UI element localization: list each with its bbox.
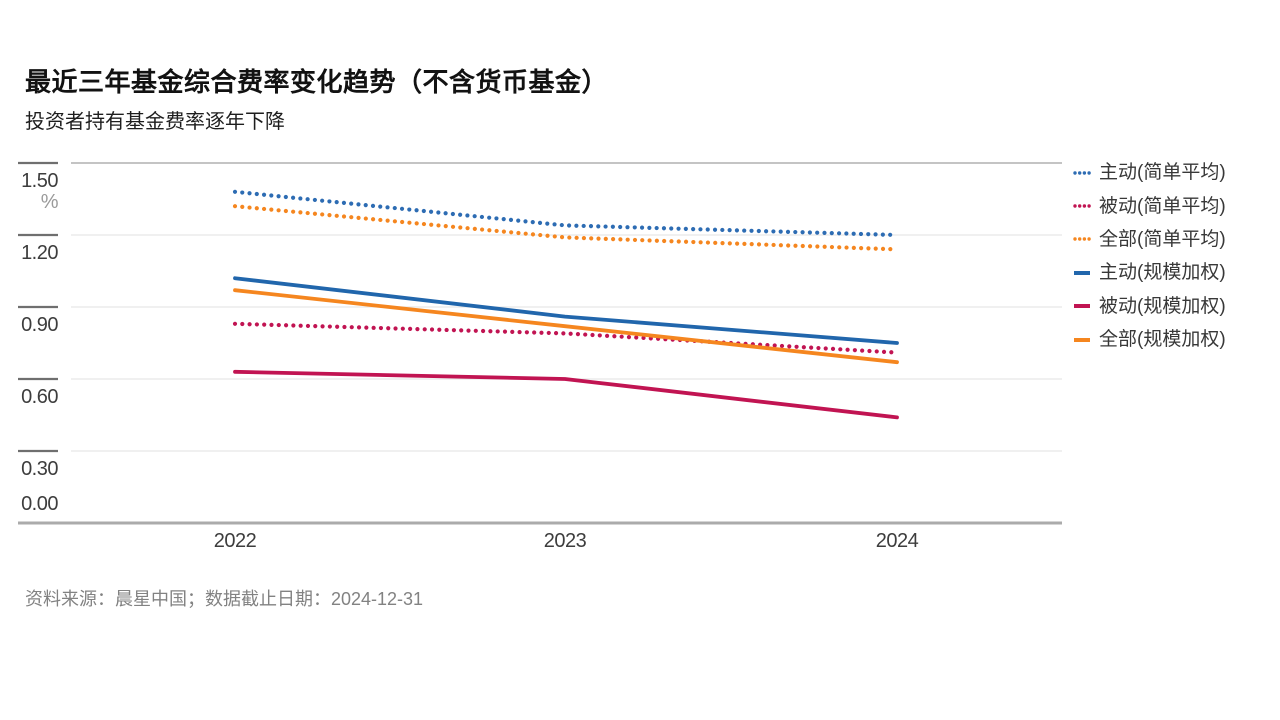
legend-item-all-weighted: 全部(规模加权) [1073,323,1226,356]
chart-title: 最近三年基金综合费率变化趋势（不含货币基金） [25,68,609,97]
legend-label-all-weighted: 全部(规模加权) [1099,329,1226,351]
y-axis-label-1.50: 1.50 [21,170,58,192]
legend-label-active-simple: 主动(简单平均) [1099,162,1226,184]
legend-swatch-all-simple-dotted-line-icon [1073,237,1091,242]
series-active-weighted-line [233,276,899,345]
chart-legend: 主动(简单平均) 被动(简单平均) 全部(简单平均) 主动(规模加权) 被动(规模加权)… [1073,156,1226,356]
source-note: 资料来源：晨星中国；数据截止日期：2024-12-31 [25,589,424,609]
y-axis-label-0.90: 0.90 [21,314,58,336]
y-axis-label-0.00: 0.00 [21,493,58,515]
y-axis-unit-label: % [40,191,59,213]
series-all-weighted-line [233,288,899,365]
legend-swatch-active-simple-dotted-line-icon [1073,170,1091,175]
chart-subtitle: 投资者持有基金费率逐年下降 [25,111,285,133]
legend-swatch-active-weighted-solid-line-icon [1074,270,1090,275]
legend-item-passive-simple: 被动(简单平均) [1073,189,1226,222]
legend-item-passive-weighted: 被动(规模加权) [1073,290,1226,323]
x-axis-label-2024: 2024 [875,530,919,552]
legend-swatch-passive-simple-dotted-line-icon [1073,204,1091,208]
series-passive-simple-line [232,321,900,355]
legend-item-all-simple: 全部(简单平均) [1073,223,1226,256]
legend-item-active-simple: 主动(简单平均) [1073,156,1226,189]
legend-label-all-simple: 全部(简单平均) [1099,228,1226,250]
x-axis-label-2022: 2022 [213,530,257,552]
legend-swatch-all-weighted-solid-line-icon [1074,337,1090,342]
legend-swatch-passive-weighted-solid-line-icon [1074,304,1090,309]
series-passive-weighted-line [233,369,899,420]
series-all-simple-line [232,204,900,252]
legend-label-passive-weighted: 被动(规模加权) [1099,295,1226,317]
series-active-simple-line [232,189,900,238]
legend-item-active-weighted: 主动(规模加权) [1073,256,1226,289]
x-axis-label-2023: 2023 [543,530,587,552]
y-axis-label-1.20: 1.20 [21,242,58,264]
y-axis-label-0.30: 0.30 [21,458,58,480]
y-axis-label-0.60: 0.60 [21,386,58,408]
legend-label-passive-simple: 被动(简单平均) [1099,195,1226,217]
legend-label-active-weighted: 主动(规模加权) [1099,262,1226,284]
